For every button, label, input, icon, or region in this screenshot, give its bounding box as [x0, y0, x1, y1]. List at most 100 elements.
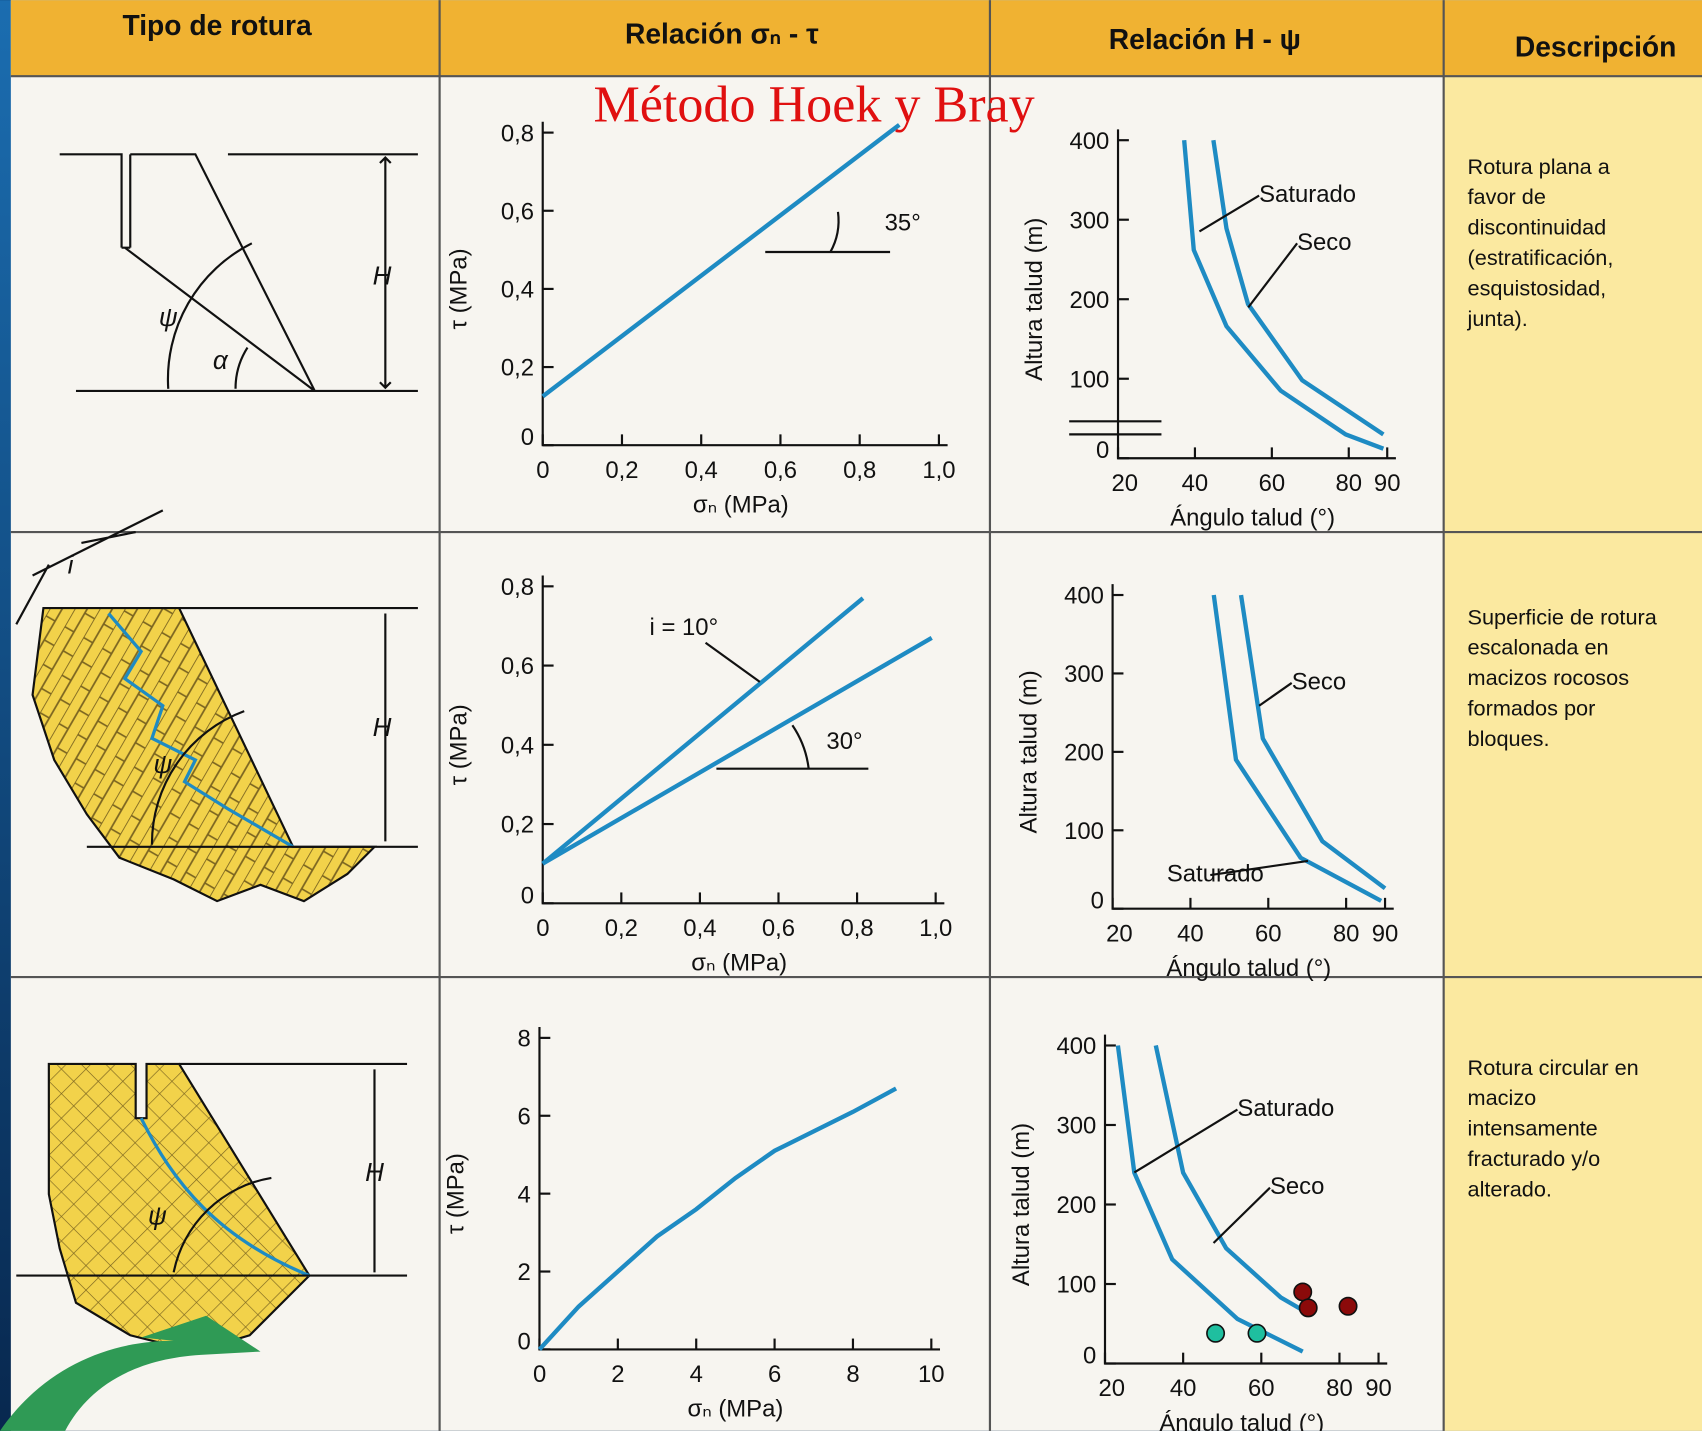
y-tick-label: 0,6 — [501, 198, 534, 225]
curve — [541, 596, 865, 866]
diagram-label: α — [213, 345, 229, 375]
x-tick-label: 0 — [536, 915, 549, 942]
angle-arc — [829, 211, 840, 253]
series-label: Seco — [1292, 668, 1346, 695]
y-tick-label: 4 — [518, 1181, 531, 1208]
description-line: intensamente — [1468, 1116, 1598, 1141]
diagram-label: ψ — [153, 749, 172, 779]
y-tick-label: 0,8 — [501, 574, 534, 601]
diagram-label: H — [373, 261, 392, 291]
x-tick-label: 90 — [1374, 470, 1401, 497]
y-tick-label: 2 — [518, 1259, 531, 1286]
description-line: Superficie de rotura — [1468, 604, 1658, 629]
description-line: macizo — [1468, 1085, 1537, 1110]
x-axis-label: Ángulo talud (°) — [1159, 1410, 1324, 1431]
y-tick-label: 400 — [1069, 128, 1109, 155]
marker-lines — [1069, 420, 1162, 436]
x-axis-label: σₙ (MPa) — [687, 1396, 783, 1423]
point — [1298, 1298, 1318, 1318]
curve — [1211, 594, 1383, 903]
y-tick-label: 100 — [1056, 1272, 1096, 1299]
series-label: Seco — [1270, 1173, 1324, 1200]
y-tick-label: 0,4 — [501, 732, 534, 759]
y-tick-label: 0 — [1091, 888, 1104, 915]
x-tick-label: 60 — [1259, 470, 1286, 497]
header: Relación H - ψ — [1109, 23, 1301, 55]
x-tick-label: 60 — [1255, 920, 1282, 947]
x-tick-label: 20 — [1106, 920, 1133, 947]
leader — [1247, 242, 1298, 309]
x-tick-label: 80 — [1335, 470, 1362, 497]
y-tick-label: 0,4 — [501, 277, 534, 304]
y-tick-label: 6 — [518, 1103, 531, 1130]
curve — [1182, 140, 1385, 451]
y-tick-label: 0,2 — [501, 812, 534, 839]
curve — [541, 635, 933, 866]
x-tick-label: 10 — [918, 1361, 945, 1388]
description-line: escalonada en — [1468, 635, 1609, 660]
diagram-label: ψ — [148, 1201, 167, 1231]
y-tick-label: 0 — [1096, 437, 1109, 464]
y-tick-label: 100 — [1064, 818, 1104, 845]
diagram-label: H — [373, 712, 392, 742]
description-line: alterado. — [1468, 1176, 1552, 1201]
diagram-label: i — [68, 549, 75, 579]
x-tick-label: 4 — [690, 1361, 703, 1388]
y-tick-label: 300 — [1064, 661, 1104, 688]
x-tick-label: 90 — [1365, 1375, 1392, 1402]
y-tick-label: 400 — [1056, 1033, 1096, 1060]
curve — [541, 123, 901, 399]
x-tick-label: 0,8 — [840, 915, 873, 942]
y-tick-label: 400 — [1064, 583, 1104, 610]
diagram-circular — [0, 1062, 408, 1431]
grid — [10, 0, 1702, 1431]
x-tick-label: 40 — [1170, 1375, 1197, 1402]
x-tick-label: 40 — [1182, 470, 1209, 497]
description-line: esquistosidad, — [1468, 275, 1607, 300]
y-axis-label: τ (MPa) — [446, 248, 473, 329]
description-line: junta). — [1467, 306, 1528, 331]
reference-line — [704, 641, 761, 683]
y-tick-label: 0,2 — [501, 355, 534, 382]
leader — [1198, 194, 1260, 233]
x-axis-label: σₙ (MPa) — [691, 950, 787, 977]
x-tick-label: 0,6 — [762, 915, 795, 942]
description-line: formados por — [1468, 696, 1596, 721]
diagram-stepped — [15, 509, 418, 903]
x-axis-label: Ángulo talud (°) — [1170, 505, 1335, 532]
x-tick-label: 0,8 — [843, 457, 876, 484]
description-column — [1443, 76, 1702, 1431]
description-line: discontinuidad — [1468, 215, 1607, 240]
curve — [1238, 594, 1387, 891]
y-tick-label: 0 — [521, 424, 534, 451]
point — [1206, 1323, 1226, 1343]
y-tick-label: 8 — [518, 1026, 531, 1053]
annotation: 30° — [826, 728, 862, 755]
series-label: Seco — [1297, 229, 1351, 256]
diagram-label: H — [365, 1157, 384, 1187]
y-tick-label: 200 — [1056, 1192, 1096, 1219]
curve — [537, 1086, 898, 1351]
y-tick-label: 0,6 — [501, 653, 534, 680]
x-tick-label: 6 — [768, 1361, 781, 1388]
x-axis-label: σₙ (MPa) — [693, 492, 789, 519]
header: Descripción — [1515, 31, 1677, 63]
header-row — [10, 0, 1702, 77]
y-axis-label: Altura talud (m) — [1016, 670, 1043, 833]
x-axis-label: Ángulo talud (°) — [1166, 955, 1331, 982]
table-body — [10, 0, 1702, 1431]
point — [1293, 1282, 1313, 1302]
x-tick-label: 0,6 — [764, 457, 797, 484]
leader — [1258, 682, 1293, 707]
x-tick-label: 80 — [1333, 920, 1360, 947]
header: Relación σₙ - τ — [625, 18, 819, 50]
y-axis-label: τ (MPa) — [442, 1153, 469, 1234]
series-label: Saturado — [1167, 861, 1264, 888]
description-line: favor de — [1468, 184, 1546, 209]
point — [1338, 1296, 1358, 1316]
x-tick-label: 60 — [1248, 1375, 1275, 1402]
x-tick-label: 0,2 — [605, 457, 638, 484]
annotation: i = 10° — [650, 614, 719, 641]
